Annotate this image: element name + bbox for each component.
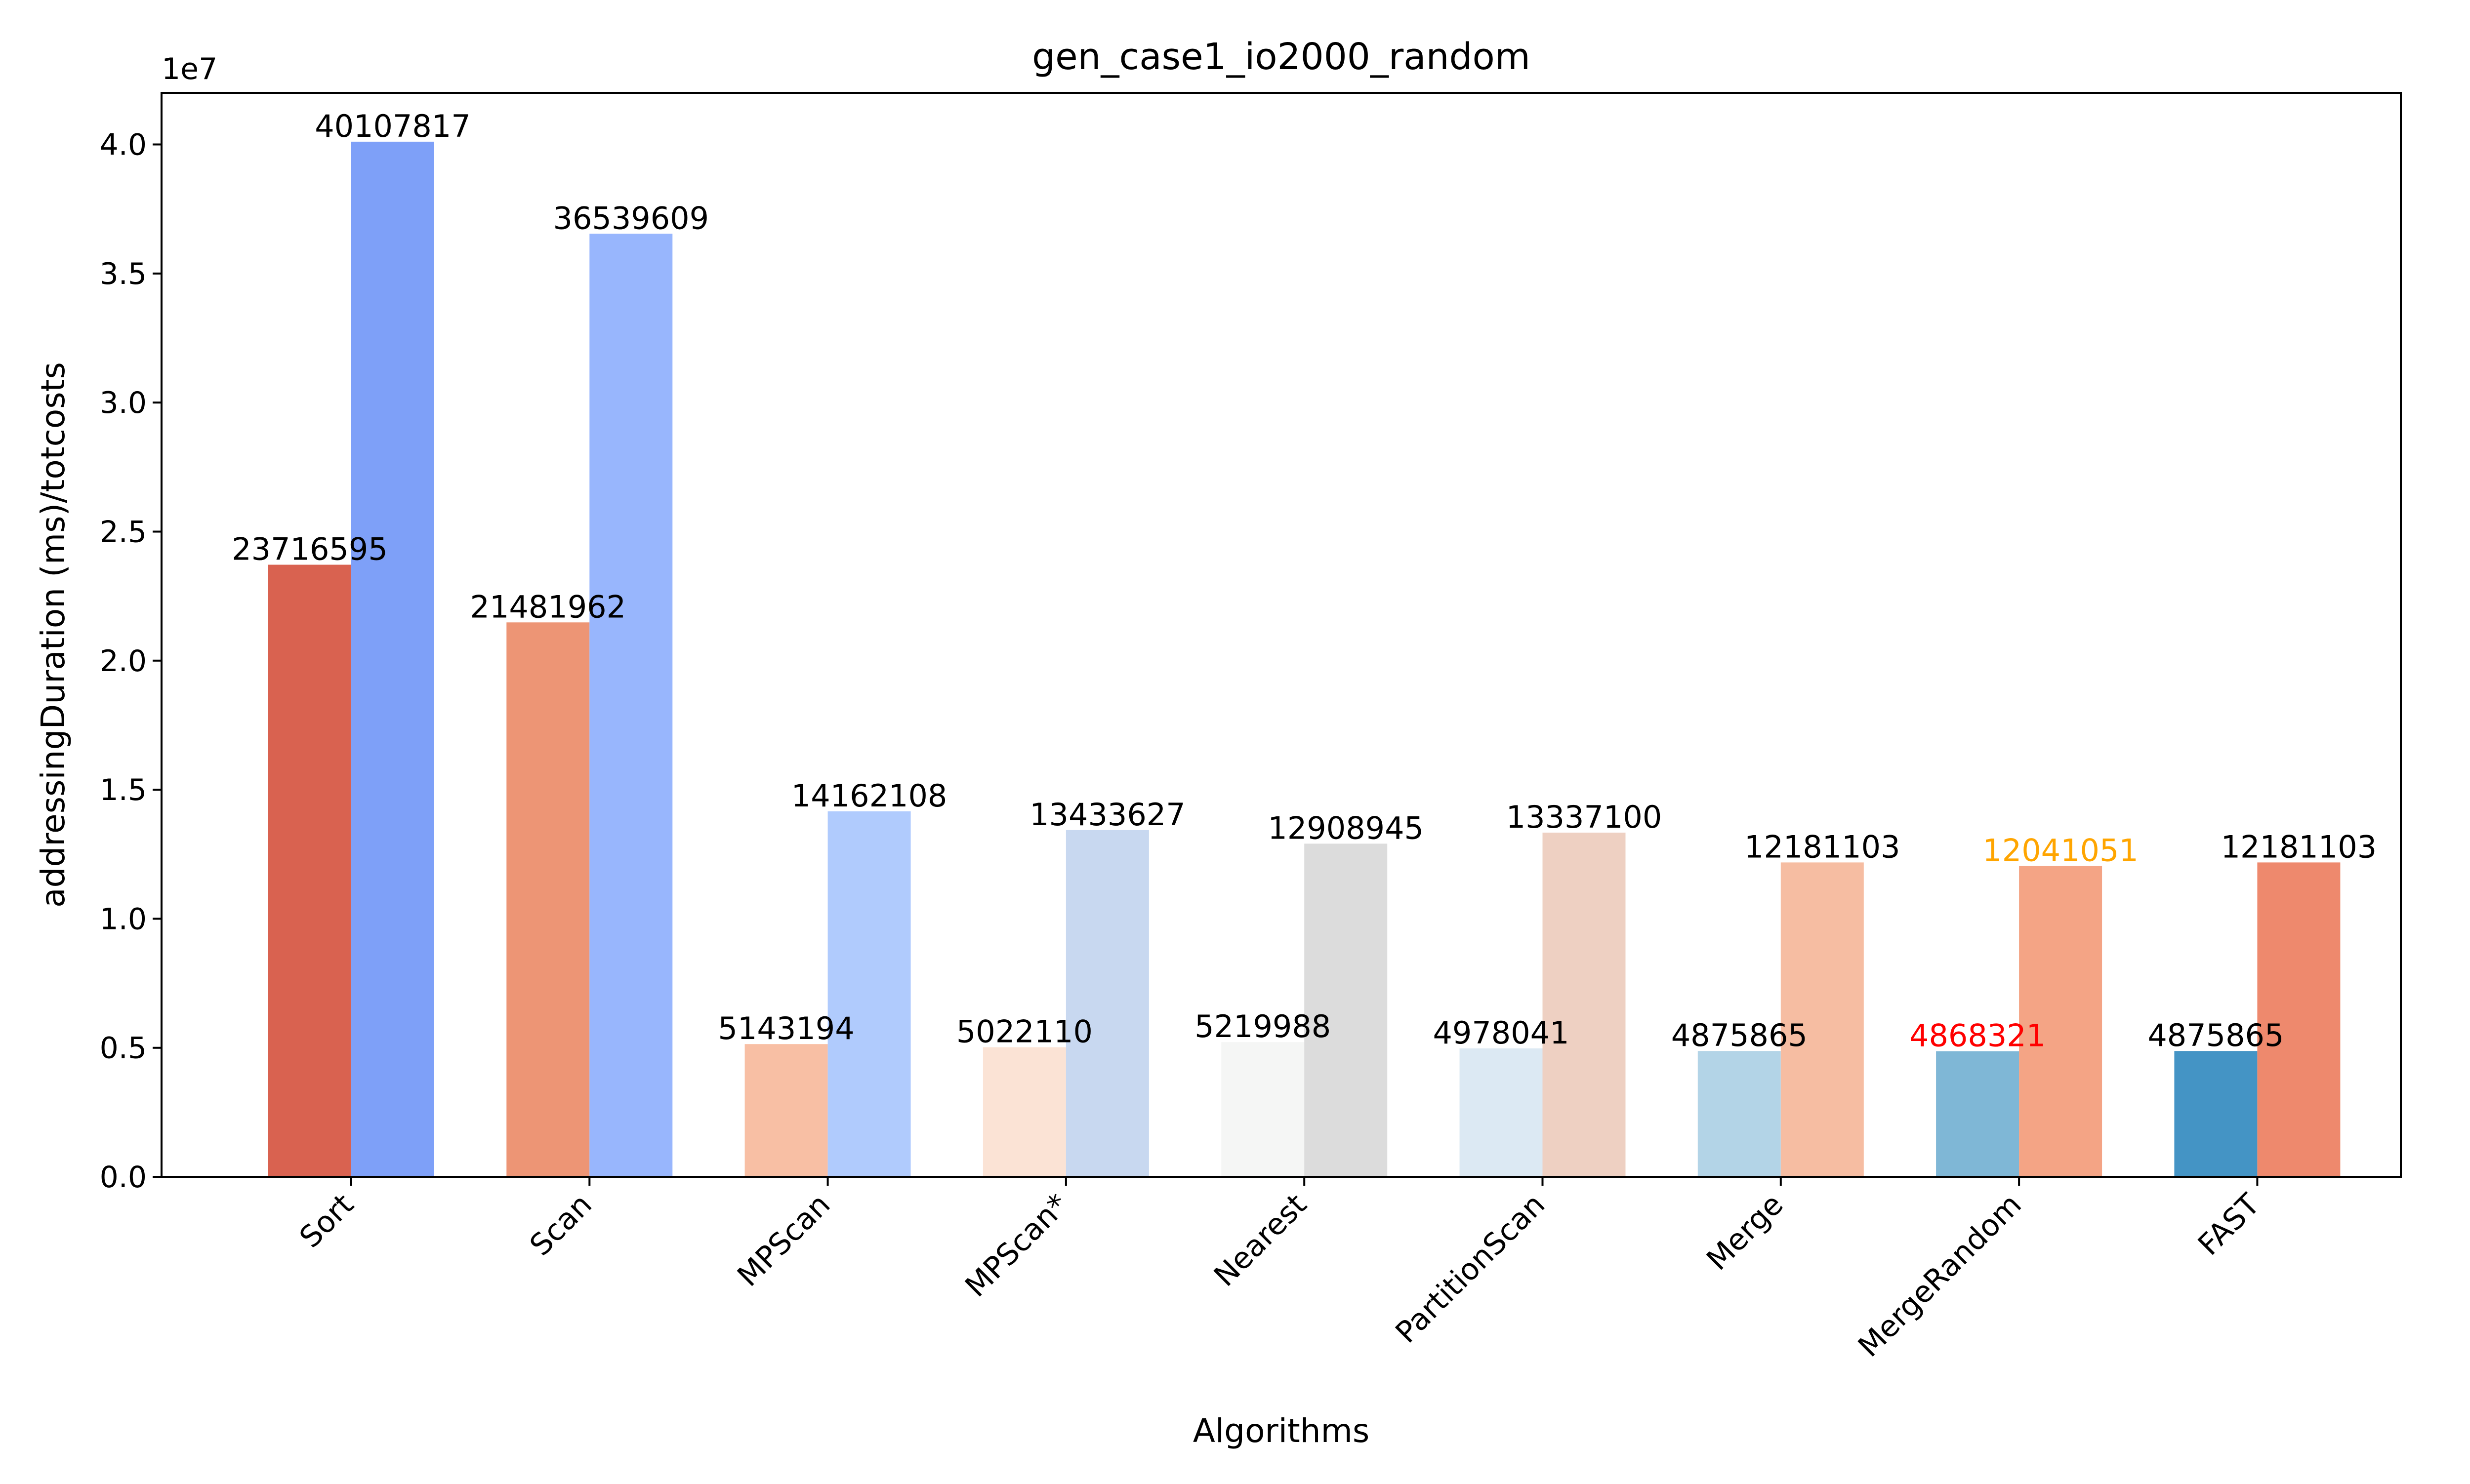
data-label: 36539609 [553, 200, 709, 236]
bar-sort-series2 [351, 141, 434, 1177]
data-label: 40107817 [315, 108, 471, 144]
y-axis-offset-label: 1e7 [162, 52, 217, 86]
data-label: 4978041 [1433, 1015, 1569, 1051]
data-label: 13433627 [1029, 797, 1186, 833]
bar-sort-series1 [268, 564, 351, 1177]
data-labels-layer: 23716595 40107817 21481962 36539609 5143194 1… [232, 108, 2377, 1054]
bar-mpscan-series1 [744, 1044, 828, 1177]
data-label: 4875865 [2147, 1017, 2284, 1053]
data-label: 13337100 [1506, 799, 1662, 835]
y-tick-label: 1.5 [100, 773, 147, 807]
bar-nearest-series2 [1304, 843, 1388, 1177]
data-label: 23716595 [232, 531, 388, 567]
y-tick-label: 0.0 [100, 1160, 147, 1195]
bar-merge-series1 [1697, 1051, 1781, 1177]
y-tick-label: 3.0 [100, 386, 147, 420]
bar-mergerandom-series2 [2019, 866, 2102, 1177]
bar-partitionscan-series1 [1459, 1048, 1543, 1177]
bar-merge-series2 [1780, 862, 1864, 1177]
bar-nearest-series1 [1221, 1042, 1305, 1177]
data-label: 12908945 [1268, 810, 1424, 846]
bar-fast-series1 [2174, 1051, 2258, 1177]
y-tick-label: 4.0 [100, 128, 147, 162]
y-tick-label: 0.5 [100, 1031, 147, 1066]
data-label: 5022110 [956, 1014, 1093, 1050]
data-label: 21481962 [470, 589, 626, 625]
chart-title: gen_case1_io2000_random [1032, 36, 1530, 78]
bars-layer [268, 141, 2341, 1177]
data-label: 12181103 [2221, 829, 2377, 865]
bar-partitionscan-series2 [1542, 832, 1626, 1177]
bar-scan-series2 [589, 234, 673, 1177]
bar-mpscan-series1 [983, 1047, 1066, 1177]
y-axis-label: addressingDuration (ms)/totcosts [34, 362, 72, 908]
data-label: 4868321 [1909, 1018, 2046, 1054]
data-label: 12041051 [1982, 833, 2139, 869]
y-tick-label: 3.5 [100, 257, 147, 291]
data-label: 5219988 [1194, 1008, 1331, 1044]
y-tick-label: 2.0 [100, 644, 147, 679]
data-label: 4875865 [1671, 1017, 1808, 1053]
bar-fast-series2 [2257, 862, 2341, 1177]
bar-mpscan-series2 [1066, 830, 1149, 1177]
y-tick-label: 2.5 [100, 515, 147, 549]
y-tick-label: 1.0 [100, 902, 147, 936]
x-axis-label: Algorithms [1193, 1412, 1370, 1450]
bar-mpscan-series2 [827, 811, 911, 1177]
data-label: 14162108 [791, 778, 947, 814]
data-label: 5143194 [718, 1010, 855, 1046]
bar-scan-series1 [506, 622, 590, 1177]
plot-frame [161, 92, 2402, 1178]
data-label: 12181103 [1744, 829, 1900, 865]
bar-mergerandom-series1 [1936, 1051, 2019, 1177]
